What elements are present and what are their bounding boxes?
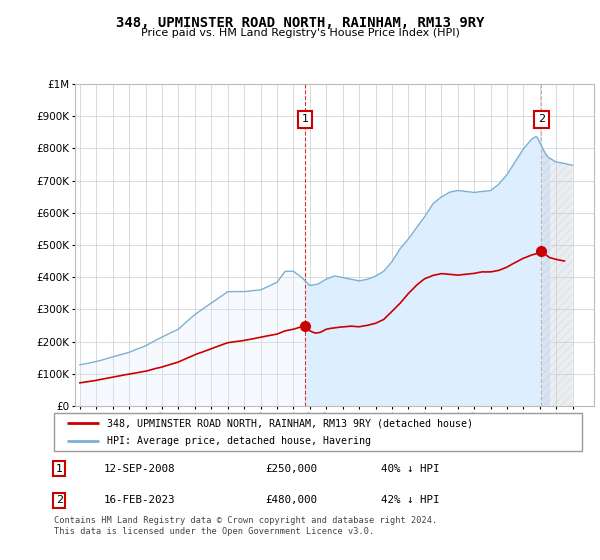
Text: 2: 2 xyxy=(56,495,63,505)
Text: 12-SEP-2008: 12-SEP-2008 xyxy=(104,464,176,474)
Text: £480,000: £480,000 xyxy=(265,495,317,505)
Text: 1: 1 xyxy=(301,114,308,124)
Text: Price paid vs. HM Land Registry's House Price Index (HPI): Price paid vs. HM Land Registry's House … xyxy=(140,28,460,38)
Text: 16-FEB-2023: 16-FEB-2023 xyxy=(104,495,176,505)
Text: 42% ↓ HPI: 42% ↓ HPI xyxy=(382,495,440,505)
Text: 1: 1 xyxy=(56,464,63,474)
Text: 40% ↓ HPI: 40% ↓ HPI xyxy=(382,464,440,474)
FancyBboxPatch shape xyxy=(54,413,582,451)
Text: 2: 2 xyxy=(538,114,545,124)
Text: £250,000: £250,000 xyxy=(265,464,317,474)
Text: HPI: Average price, detached house, Havering: HPI: Average price, detached house, Have… xyxy=(107,436,371,446)
Text: 348, UPMINSTER ROAD NORTH, RAINHAM, RM13 9RY (detached house): 348, UPMINSTER ROAD NORTH, RAINHAM, RM13… xyxy=(107,418,473,428)
Text: Contains HM Land Registry data © Crown copyright and database right 2024.
This d: Contains HM Land Registry data © Crown c… xyxy=(54,516,437,536)
Text: 348, UPMINSTER ROAD NORTH, RAINHAM, RM13 9RY: 348, UPMINSTER ROAD NORTH, RAINHAM, RM13… xyxy=(116,16,484,30)
